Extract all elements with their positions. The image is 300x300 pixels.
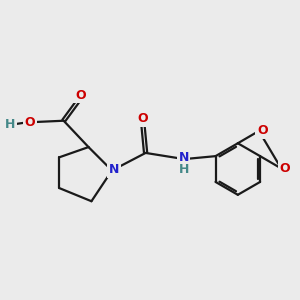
Text: O: O [257, 124, 268, 137]
Text: O: O [25, 116, 35, 129]
Text: O: O [75, 89, 86, 102]
Text: N: N [178, 151, 189, 164]
Text: O: O [137, 112, 148, 125]
Text: O: O [279, 162, 290, 175]
Text: H: H [178, 163, 189, 176]
Text: N: N [109, 164, 119, 176]
Text: H: H [5, 118, 16, 131]
